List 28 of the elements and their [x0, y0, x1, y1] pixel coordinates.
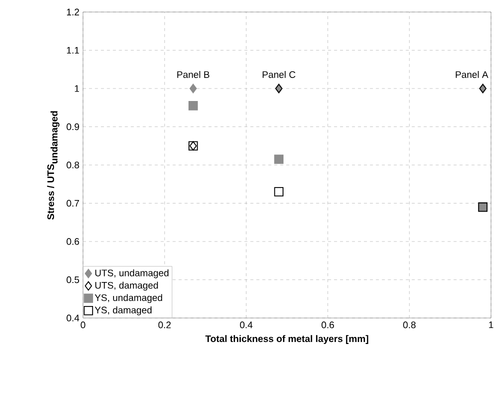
annotation: Panel A [456, 70, 488, 78]
x-tick-label: 1 [489, 322, 494, 328]
y-tick-label: 1.1 [66, 46, 80, 54]
y-tick-label: 0.7 [66, 200, 80, 207]
y-tick-label: 0.9 [66, 123, 80, 130]
y-tick-label: 0.8 [66, 162, 80, 168]
y-tick-label: 1.2 [66, 8, 80, 16]
legend-label: YS, undamaged [94, 294, 162, 303]
legend-label: UTS, undamaged [95, 269, 168, 278]
legend-label: UTS, damaged [95, 282, 158, 291]
x-tick-label: 0.4 [240, 322, 253, 328]
x-tick-label: 0.2 [158, 322, 171, 328]
x-tick-label: 0.8 [403, 322, 416, 328]
x-tick-label: 0 [80, 322, 86, 328]
y-tick-label: 0.6 [66, 238, 80, 245]
x-tick-label: 0.6 [322, 322, 334, 328]
point [190, 84, 197, 94]
point [274, 154, 284, 164]
y-tick-label: 0.4 [66, 314, 80, 322]
y-tick-label: 1 [74, 85, 80, 92]
point [274, 187, 284, 196]
annotation: Panel B [177, 70, 210, 78]
annotation: Panel C [262, 70, 296, 78]
point [188, 101, 198, 110]
legend-label: YS, damaged [94, 306, 152, 316]
x-axis-title: Total thickness of metal layers [mm] [205, 335, 368, 344]
y-axis-title: $\textbf{Stress / UTS}_{\textbf{undamaged}}$ [47, 111, 60, 220]
y-tick-label: 0.5 [66, 276, 80, 284]
